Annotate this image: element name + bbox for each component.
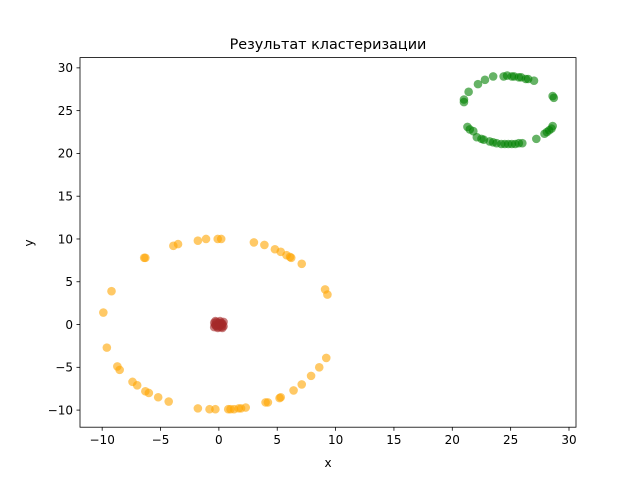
y-tick-label-0: −10 — [48, 403, 73, 417]
data-point-s2-16 — [549, 93, 559, 103]
data-point-s0-37 — [261, 398, 270, 407]
x-tick-label-2: 0 — [215, 433, 223, 447]
data-point-s0-17 — [99, 308, 108, 317]
data-point-s0-33 — [275, 393, 284, 403]
x-tick-label-3: 5 — [273, 433, 281, 447]
data-point-s0-16 — [107, 286, 116, 296]
chart-title: Результат кластеризации — [230, 37, 427, 53]
y-tick-label-6: 20 — [58, 147, 73, 161]
data-point-s0-38 — [193, 404, 203, 413]
data-point-s2-38 — [518, 138, 527, 148]
y-axis-label: y — [22, 239, 36, 246]
data-point-s0-23 — [115, 365, 124, 375]
data-point-s0-0 — [193, 236, 203, 245]
y-tick-label-7: 25 — [58, 104, 73, 118]
data-point-s2-0 — [488, 72, 498, 81]
data-point-s0-13 — [297, 259, 307, 269]
y-tick-label-4: 10 — [58, 232, 73, 246]
y-tick-label-3: 5 — [65, 275, 73, 289]
data-point-s0-20 — [102, 343, 112, 352]
x-tick-label-4: 10 — [328, 433, 343, 447]
data-point-s2-14 — [459, 97, 469, 107]
x-tick-label-6: 20 — [445, 433, 460, 447]
data-point-s1-19 — [211, 320, 220, 329]
x-tick-label-8: 30 — [561, 433, 576, 447]
data-point-s0-21 — [321, 353, 331, 363]
y-tick-label-8: 30 — [58, 61, 73, 75]
y-tick-label-2: 0 — [65, 318, 73, 332]
data-point-s0-46 — [241, 403, 251, 412]
x-tick-label-7: 25 — [503, 433, 518, 447]
data-point-s0-31 — [144, 388, 154, 398]
data-point-s0-40 — [211, 404, 220, 414]
data-point-s2-28 — [532, 134, 541, 144]
data-point-s0-25 — [306, 371, 316, 381]
data-point-s0-34 — [153, 392, 163, 402]
x-axis: −10 −5 0 5 10 15 20 25 30 — [90, 427, 577, 447]
y-axis: −10 −5 0 5 10 15 20 25 30 — [48, 61, 80, 417]
y-tick-label-1: −5 — [55, 361, 73, 375]
data-point-s0-27 — [132, 380, 142, 390]
x-tick-label-5: 15 — [386, 433, 401, 447]
data-point-s0-15 — [141, 253, 150, 263]
data-point-s2-24 — [540, 129, 549, 139]
data-point-s0-3 — [216, 234, 226, 244]
data-point-s0-12 — [286, 253, 296, 263]
plot-frame — [79, 57, 577, 428]
data-point-s0-1 — [201, 234, 211, 244]
x-tick-label-1: −5 — [152, 433, 170, 447]
points-layer — [99, 71, 559, 414]
data-point-s2-10 — [480, 75, 490, 85]
data-point-s0-35 — [164, 397, 173, 406]
data-point-s0-29 — [289, 386, 298, 395]
data-point-s0-5 — [173, 239, 183, 249]
x-tick-label-0: −10 — [90, 433, 115, 447]
data-point-s1-18 — [218, 320, 227, 329]
data-point-s0-28 — [297, 380, 307, 389]
data-point-s0-24 — [314, 363, 324, 372]
x-axis-label: x — [324, 456, 331, 470]
data-point-s2-11 — [473, 79, 483, 89]
data-point-s0-19 — [323, 290, 332, 299]
data-point-s0-6 — [249, 238, 259, 247]
data-point-s0-7 — [260, 240, 269, 250]
data-point-s2-9 — [529, 76, 539, 85]
y-tick-label-5: 15 — [58, 190, 73, 204]
data-point-s2-12 — [464, 87, 473, 97]
